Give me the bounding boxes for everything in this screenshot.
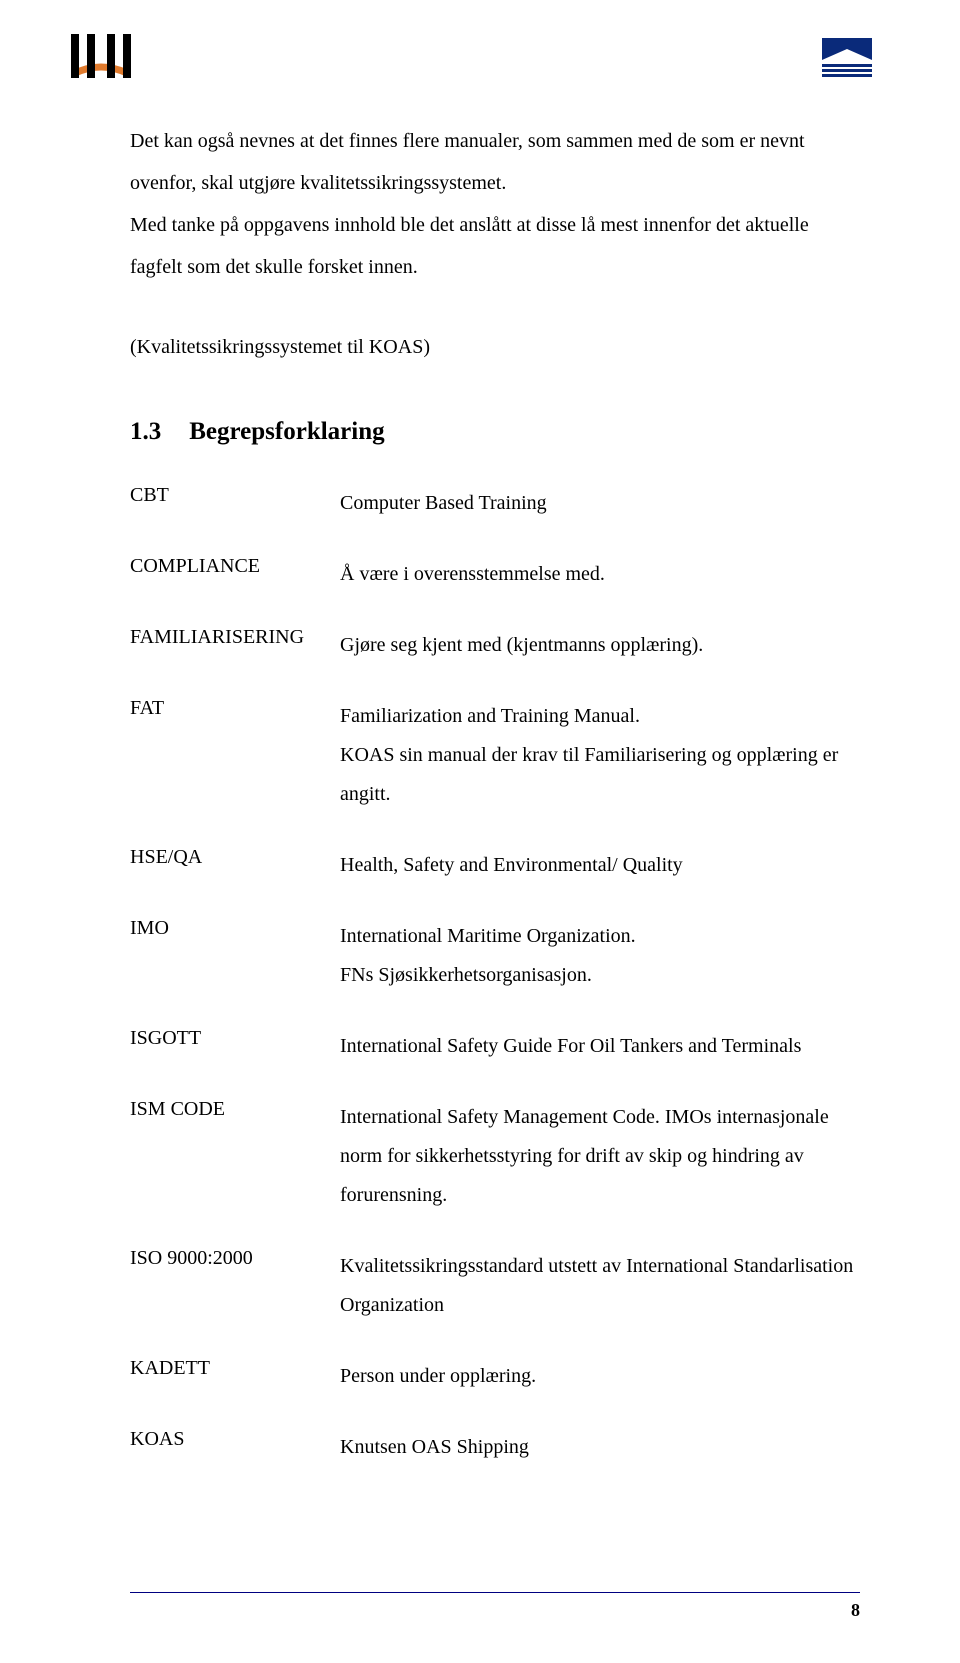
definition-description: International Maritime Organization.FNs …: [340, 917, 860, 995]
hsh-logo: [65, 30, 137, 91]
intro-paragraph-3: (Kvalitetssikringssystemet til KOAS): [130, 326, 860, 368]
intro-paragraph-1: Det kan også nevnes at det finnes flere …: [130, 120, 860, 204]
definition-description: Kvalitetssikringsstandard utstett av Int…: [340, 1247, 860, 1325]
definition-list: CBTComputer Based Training COMPLIANCEÅ væ…: [130, 484, 860, 1467]
definition-description: Knutsen OAS Shipping: [340, 1428, 860, 1467]
definition-row: ISGOTTInternational Safety Guide For Oil…: [130, 1027, 860, 1066]
definition-description: Å være i overensstemmelse med.: [340, 555, 860, 594]
definition-term: ISO 9000:2000: [130, 1247, 340, 1270]
definition-row: HSE/QAHealth, Safety and Environmental/ …: [130, 846, 860, 885]
definition-term: HSE/QA: [130, 846, 340, 869]
definition-row: FATFamiliarization and Training Manual.K…: [130, 697, 860, 814]
definition-term: IMO: [130, 917, 340, 940]
definition-term: FAT: [130, 697, 340, 720]
definition-description: Computer Based Training: [340, 484, 860, 523]
section-heading: 1.3 Begrepsforklaring: [130, 418, 860, 446]
definition-row: KOASKnutsen OAS Shipping: [130, 1428, 860, 1467]
definition-term: KADETT: [130, 1357, 340, 1380]
definition-term: ISM CODE: [130, 1098, 340, 1121]
definition-row: COMPLIANCEÅ være i overensstemmelse med.: [130, 555, 860, 594]
definition-description: Health, Safety and Environmental/ Qualit…: [340, 846, 860, 885]
definition-row: FAMILIARISERINGGjøre seg kjent med (kjen…: [130, 626, 860, 665]
header-logos: [65, 30, 872, 90]
page-number: 8: [851, 1600, 860, 1621]
definition-term: ISGOTT: [130, 1027, 340, 1050]
definition-row: ISO 9000:2000Kvalitetssikringsstandard u…: [130, 1247, 860, 1325]
definition-description: Familiarization and Training Manual.KOAS…: [340, 697, 860, 814]
definition-term: FAMILIARISERING: [130, 626, 340, 649]
footer-rule: [130, 1592, 860, 1593]
definition-description: International Safety Guide For Oil Tanke…: [340, 1027, 860, 1066]
intro-paragraph-2: Med tanke på oppgavens innhold ble det a…: [130, 204, 860, 288]
definition-description: International Safety Management Code. IM…: [340, 1098, 860, 1215]
content: Det kan også nevnes at det finnes flere …: [130, 120, 860, 1467]
definition-row: ISM CODEInternational Safety Management …: [130, 1098, 860, 1215]
section-title: Begrepsforklaring: [189, 418, 384, 445]
definition-term: CBT: [130, 484, 340, 507]
flag-logo: [822, 38, 872, 85]
definition-description: Gjøre seg kjent med (kjentmanns opplærin…: [340, 626, 860, 665]
document-page: Det kan også nevnes at det finnes flere …: [0, 0, 960, 1663]
definition-row: IMOInternational Maritime Organization.F…: [130, 917, 860, 995]
definition-row: KADETTPerson under opplæring.: [130, 1357, 860, 1396]
definition-term: COMPLIANCE: [130, 555, 340, 578]
definition-row: CBTComputer Based Training: [130, 484, 860, 523]
section-number: 1.3: [130, 418, 161, 446]
definition-description: Person under opplæring.: [340, 1357, 860, 1396]
definition-term: KOAS: [130, 1428, 340, 1451]
